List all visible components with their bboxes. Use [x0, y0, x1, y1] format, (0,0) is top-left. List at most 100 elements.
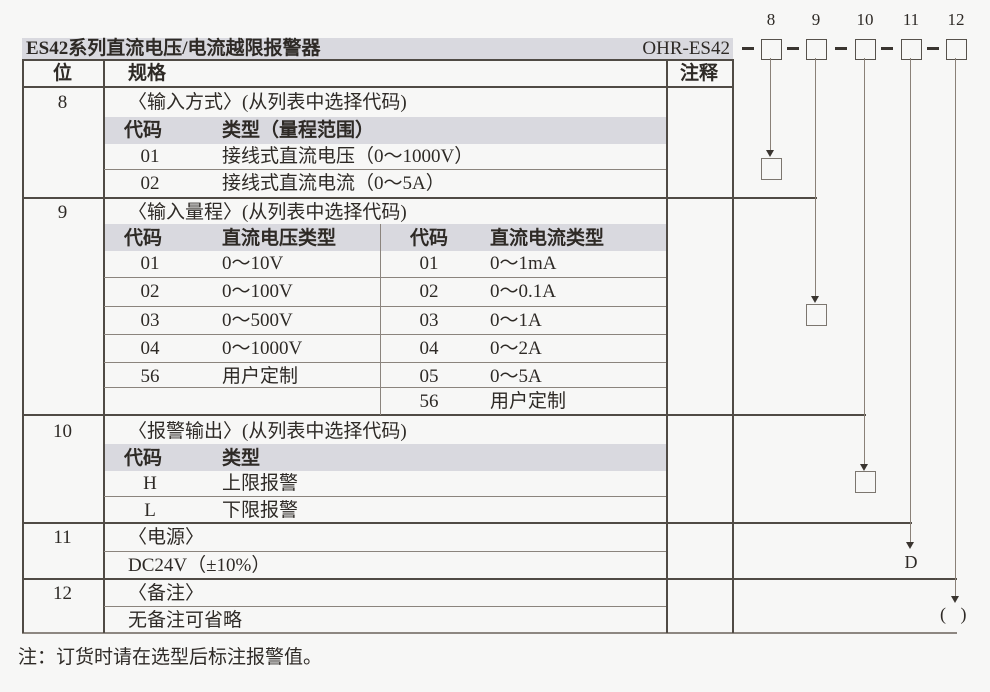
code-box-8: [761, 39, 782, 60]
row11-pos: 11: [53, 527, 72, 548]
dropline-11: [910, 58, 912, 542]
row10-subheader-band: [104, 444, 666, 471]
border-left: [22, 59, 24, 633]
annotation-12: ( ): [940, 604, 972, 624]
row12-title: 〈备注〉: [128, 583, 205, 604]
row10-subheader-type: 类型: [222, 448, 261, 469]
row10-pos: 10: [53, 421, 72, 442]
target-box-8: [761, 158, 782, 180]
model-code: OHR-ES42: [642, 38, 730, 59]
code-cell: 04: [419, 338, 439, 359]
arrow-down-icon: [766, 150, 774, 157]
code-cell: 02: [419, 281, 439, 302]
border-comment-right: [732, 59, 734, 633]
row8-subheader-type: 类型（量程范围）: [222, 120, 375, 141]
code-box-9: [806, 39, 827, 60]
line-title-bottom: [22, 59, 733, 61]
code-box-10: [855, 39, 876, 60]
range-cell: 0～1A: [490, 310, 542, 331]
line-row11-bottom: [22, 578, 957, 580]
line-row9-bottom: [22, 414, 866, 416]
diagram-num-12: 12: [947, 10, 965, 29]
col-header-comment: 注释: [679, 63, 718, 84]
code-cell: 05: [419, 366, 439, 387]
dropline-10: [864, 58, 866, 464]
line-table-bottom: [22, 632, 957, 634]
subline: [104, 277, 666, 278]
row8-subheader-band: [104, 117, 666, 144]
range-cell: 0～2A: [490, 338, 542, 359]
row9-subheader-voltage: 直流电压类型: [222, 228, 337, 249]
code-cell: 01: [140, 253, 160, 274]
type-cell: 接线式直流电流（0～5A）: [222, 173, 445, 194]
range-cell: 0～500V: [222, 310, 293, 331]
range-cell: 0～1000V: [222, 338, 303, 359]
target-box-9: [806, 304, 827, 326]
line-header-bottom: [22, 86, 733, 88]
row8-subheader-code: 代码: [124, 120, 163, 141]
line-row10-bottom: [22, 522, 912, 524]
annotation-11: D: [904, 552, 918, 572]
range-cell: 0～100V: [222, 281, 293, 302]
row9-title: 〈输入量程〉(从列表中选择代码): [128, 202, 407, 223]
subline: [104, 551, 666, 552]
code-cell: 56: [419, 391, 439, 412]
arrow-down-icon: [906, 542, 914, 549]
dash: [742, 47, 754, 50]
dropline-9: [815, 58, 817, 296]
diagram-num-11: 11: [902, 10, 920, 29]
row8-pos: 8: [57, 92, 68, 113]
subline: [104, 169, 666, 170]
code-cell: 03: [419, 310, 439, 331]
subline: [104, 496, 666, 497]
dash: [927, 47, 939, 50]
dash: [881, 47, 893, 50]
code-cell: 02: [140, 173, 160, 194]
code-cell: 56: [140, 366, 160, 387]
row11-value: DC24V（±10%）: [128, 555, 271, 576]
border-spec-comment: [666, 59, 668, 633]
code-cell: 02: [140, 281, 160, 302]
code-cell: 04: [140, 338, 160, 359]
code-cell: H: [143, 473, 157, 494]
row10-subheader-code: 代码: [124, 448, 163, 469]
diagram-num-9: 9: [811, 10, 821, 29]
range-cell: 0～5A: [490, 366, 542, 387]
row9-subheader-current: 直流电流类型: [490, 228, 605, 249]
title-band: [22, 38, 733, 60]
col-header-spec: 规格: [128, 63, 167, 84]
subline: [104, 362, 666, 363]
line-row8-bottom: [22, 197, 817, 199]
range-cell: 用户定制: [222, 366, 299, 387]
subline: [104, 334, 666, 335]
dropline-12: [955, 58, 957, 596]
dropline-8: [770, 58, 772, 150]
range-cell: 0～0.1A: [490, 281, 556, 302]
col-header-pos: 位: [52, 63, 72, 84]
type-cell: 上限报警: [222, 473, 299, 494]
row12-pos: 12: [53, 583, 72, 604]
subline: [104, 387, 666, 388]
diagram-num-10: 10: [856, 10, 874, 29]
subline: [104, 306, 666, 307]
target-box-10: [855, 471, 876, 493]
code-cell: 03: [140, 310, 160, 331]
arrow-down-icon: [811, 296, 819, 303]
row9-subheader-code-left: 代码: [124, 228, 163, 249]
code-box-11: [901, 39, 922, 60]
range-cell: 用户定制: [490, 391, 567, 412]
dash: [835, 47, 847, 50]
row8-title: 〈输入方式〉(从列表中选择代码): [128, 92, 407, 113]
diagram-num-8: 8: [766, 10, 776, 29]
footnote: 注：订货时请在选型后标注报警值。: [18, 647, 323, 668]
page-title: ES42系列直流电压/电流越限报警器: [26, 38, 321, 59]
range-cell: 0～1mA: [490, 253, 557, 274]
code-cell: L: [144, 500, 156, 521]
type-cell: 下限报警: [222, 500, 299, 521]
row9-column-divider: [380, 224, 381, 415]
row9-subheader-band: [104, 224, 666, 251]
code-box-12: [946, 39, 967, 60]
dash: [787, 47, 799, 50]
arrow-down-icon: [951, 596, 959, 603]
